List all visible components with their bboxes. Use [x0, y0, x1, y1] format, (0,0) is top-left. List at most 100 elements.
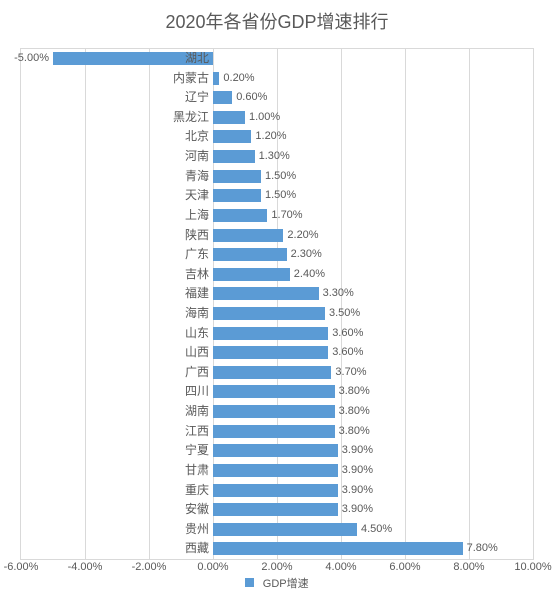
category-label: 重庆 — [185, 481, 209, 500]
bar — [213, 229, 283, 242]
x-tick-label: -6.00% — [4, 561, 39, 573]
bar — [213, 130, 251, 143]
bar-row: 江西 3.80% — [21, 422, 533, 442]
bar — [213, 327, 328, 340]
value-label: 3.30% — [323, 284, 354, 303]
bar — [213, 268, 290, 281]
x-tick-label: 8.00% — [453, 561, 484, 573]
category-label: 辽宁 — [185, 88, 209, 107]
bar-row: 天津 1.50% — [21, 186, 533, 206]
legend-label: GDP增速 — [263, 578, 309, 590]
value-label: 3.50% — [329, 304, 360, 323]
bar-row: 上海 1.70% — [21, 206, 533, 226]
value-label: 4.50% — [361, 520, 392, 539]
value-label: 3.70% — [335, 363, 366, 382]
value-label: 3.60% — [332, 343, 363, 362]
value-label: 3.90% — [342, 481, 373, 500]
bar-row: 山西 3.60% — [21, 343, 533, 363]
category-label: 湖北 — [185, 49, 209, 68]
bar-row: 辽宁 0.60% — [21, 88, 533, 108]
category-label: 福建 — [185, 284, 209, 303]
value-label: 3.80% — [339, 382, 370, 401]
category-label: 江西 — [185, 422, 209, 441]
category-label: 四川 — [185, 382, 209, 401]
plot-area: -6.00%-4.00%-2.00%0.00%2.00%4.00%6.00%8.… — [20, 48, 534, 560]
category-label: 宁夏 — [185, 441, 209, 460]
value-label: 1.30% — [259, 147, 290, 166]
category-label: 吉林 — [185, 265, 209, 284]
bar — [213, 444, 338, 457]
value-label: -5.00% — [14, 49, 49, 68]
bar-row: 广西3.70% — [21, 363, 533, 383]
bar-row: 广东2.30% — [21, 245, 533, 265]
bar — [213, 287, 319, 300]
chart-title: 2020年各省份GDP增速排行 — [0, 0, 554, 40]
value-label: 0.60% — [236, 88, 267, 107]
x-tick-label: 2.00% — [261, 561, 292, 573]
category-label: 陕西 — [185, 226, 209, 245]
bar-row: 贵州 4.50% — [21, 520, 533, 540]
category-label: 青海 — [185, 167, 209, 186]
bar — [213, 523, 357, 536]
x-tick-label: 4.00% — [325, 561, 356, 573]
bar — [213, 72, 219, 85]
value-label: 3.60% — [332, 324, 363, 343]
bar — [213, 150, 255, 163]
x-tick-label: 0.00% — [197, 561, 228, 573]
bar-row: 湖北-5.00% — [21, 49, 533, 69]
value-label: 3.80% — [339, 402, 370, 421]
bar-row: 甘肃3.90% — [21, 461, 533, 481]
bar — [213, 366, 331, 379]
bar-row: 内蒙古0.20% — [21, 69, 533, 89]
category-label: 河南 — [185, 147, 209, 166]
bar-row: 西藏 7.80% — [21, 539, 533, 559]
category-label: 海南 — [185, 304, 209, 323]
category-label: 内蒙古 — [173, 69, 209, 88]
category-label: 山东 — [185, 324, 209, 343]
bar — [213, 346, 328, 359]
category-label: 西藏 — [185, 539, 209, 558]
bar-row: 北京1.20% — [21, 127, 533, 147]
value-label: 3.80% — [339, 422, 370, 441]
bar — [213, 111, 245, 124]
bar-row: 福建 3.30% — [21, 284, 533, 304]
category-label: 安徽 — [185, 500, 209, 519]
bar-row: 重庆 3.90% — [21, 481, 533, 501]
bar-row: 安徽 3.90% — [21, 500, 533, 520]
value-label: 2.40% — [294, 265, 325, 284]
bar-row: 湖南 3.80% — [21, 402, 533, 422]
value-label: 1.50% — [265, 167, 296, 186]
bar — [213, 248, 287, 261]
x-tick-label: 6.00% — [389, 561, 420, 573]
bar — [213, 503, 338, 516]
value-label: 1.70% — [271, 206, 302, 225]
bar-row: 山东 3.60% — [21, 324, 533, 344]
category-label: 北京 — [185, 127, 209, 146]
bar-row: 海南 3.50% — [21, 304, 533, 324]
bar — [213, 307, 325, 320]
bar — [213, 542, 463, 555]
bar — [213, 170, 261, 183]
value-label: 1.00% — [249, 108, 280, 127]
x-tick-label: -4.00% — [68, 561, 103, 573]
legend-swatch — [245, 578, 254, 587]
category-label: 天津 — [185, 186, 209, 205]
bar-row: 黑龙江1.00% — [21, 108, 533, 128]
value-label: 3.90% — [342, 500, 373, 519]
value-label: 2.20% — [287, 226, 318, 245]
bar — [213, 425, 335, 438]
value-label: 7.80% — [467, 539, 498, 558]
bar — [213, 464, 338, 477]
category-label: 湖南 — [185, 402, 209, 421]
bar-row: 吉林 2.40% — [21, 265, 533, 285]
x-tick-label: -2.00% — [132, 561, 167, 573]
bar — [213, 189, 261, 202]
category-label: 甘肃 — [185, 461, 209, 480]
category-label: 山西 — [185, 343, 209, 362]
value-label: 1.50% — [265, 186, 296, 205]
bar — [213, 484, 338, 497]
category-label: 贵州 — [185, 520, 209, 539]
bar — [213, 91, 232, 104]
chart-container: 2020年各省份GDP增速排行 -6.00%-4.00%-2.00%0.00%2… — [0, 0, 554, 596]
category-label: 上海 — [185, 206, 209, 225]
